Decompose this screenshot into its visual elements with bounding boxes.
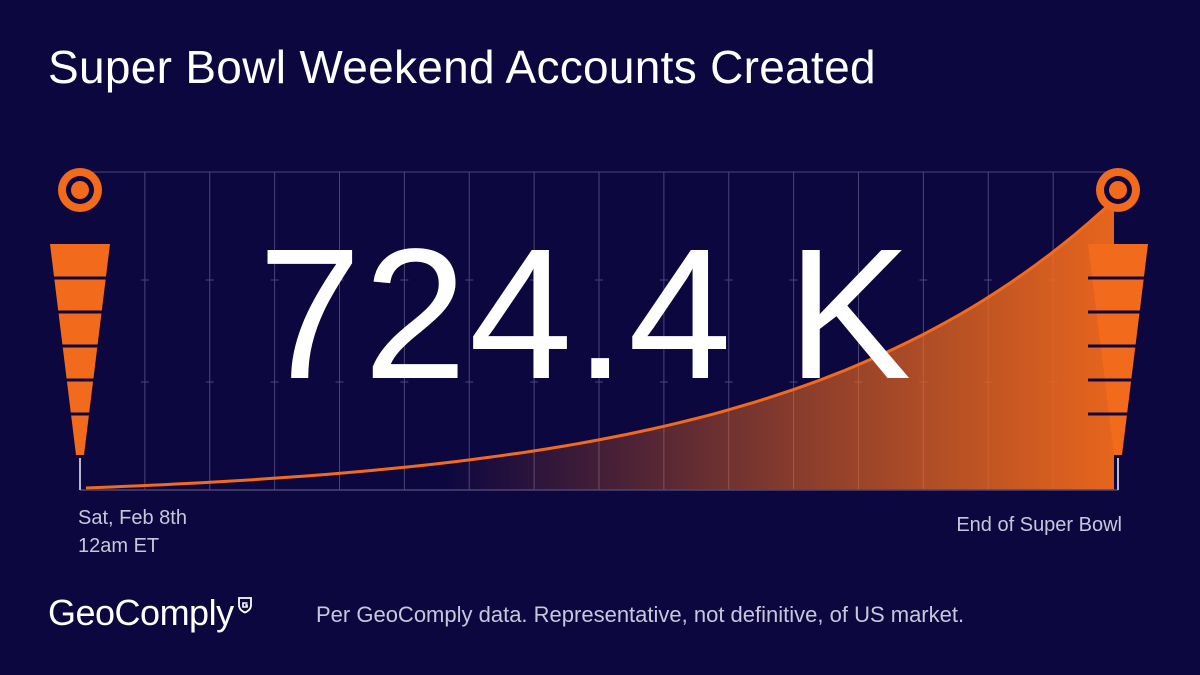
x-end-label: End of Super Bowl <box>956 514 1122 536</box>
accounts-total-value: 724.4 K <box>258 211 914 418</box>
footnote: Per GeoComply data. Representative, not … <box>316 602 965 627</box>
x-start-label: Sat, Feb 8th 12am ET <box>78 504 187 560</box>
chart-area-fill <box>86 200 1114 490</box>
goal-post-left-icon <box>50 168 110 490</box>
goal-post-right-icon <box>1088 168 1148 490</box>
brand-name: GeoComply <box>48 592 234 633</box>
chart-title: Super Bowl Weekend Accounts Created <box>48 41 876 93</box>
x-start-label-line2: 12am ET <box>78 535 160 557</box>
chart-series-line <box>85 198 1116 490</box>
brand-logo: GeoComply <box>48 592 253 634</box>
x-start-label-line1: Sat, Feb 8th <box>78 507 187 529</box>
brand-shield-icon <box>237 597 252 614</box>
